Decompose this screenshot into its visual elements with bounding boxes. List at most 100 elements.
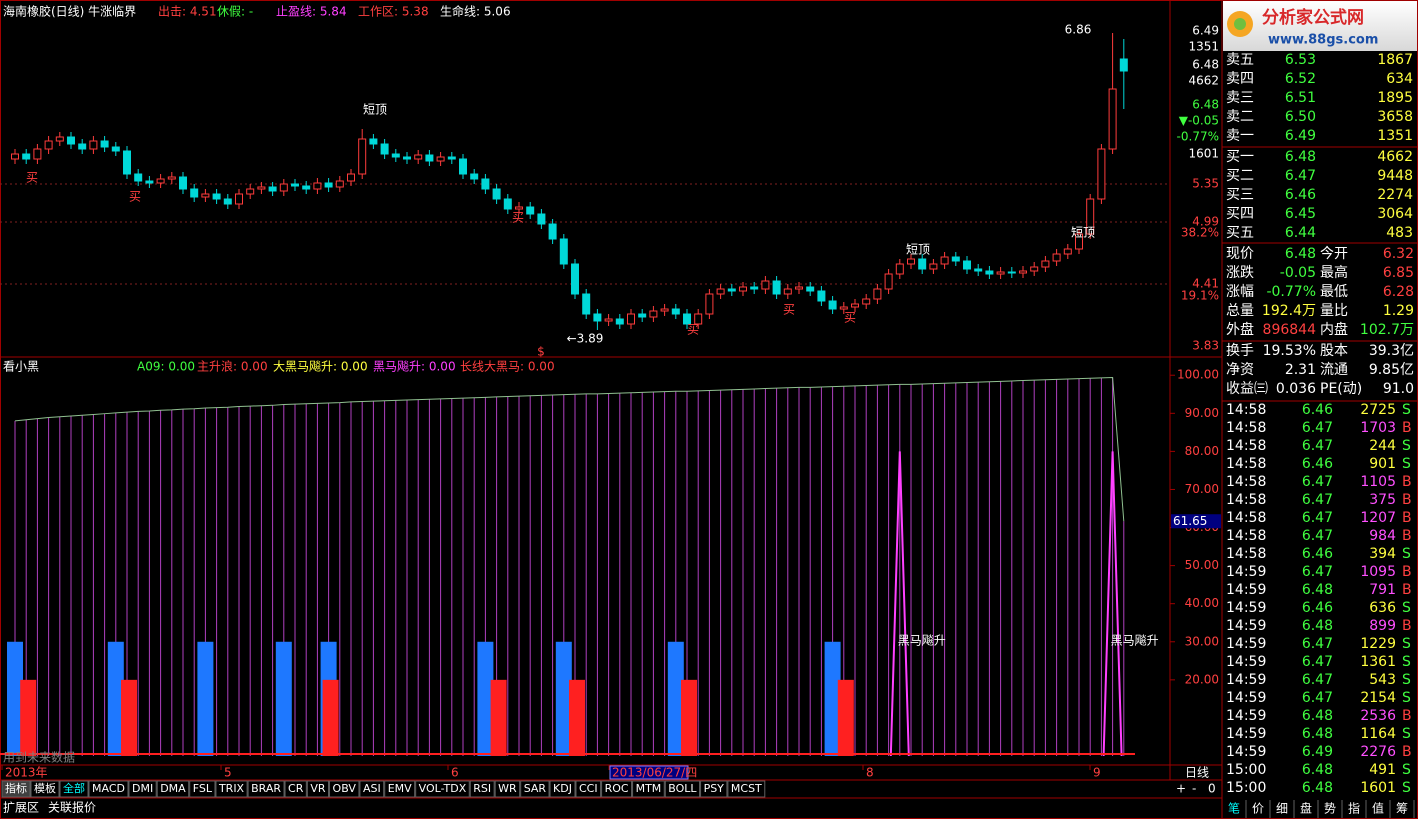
- bottom-tab[interactable]: 关联报价: [48, 800, 96, 815]
- tab-label[interactable]: MTM: [636, 782, 662, 795]
- tab-label[interactable]: FSL: [193, 782, 213, 795]
- tab-label[interactable]: VR: [310, 782, 326, 795]
- book-price: 6.50: [1285, 109, 1316, 125]
- tab-label[interactable]: MACD: [92, 782, 125, 795]
- tab-label[interactable]: VOL-TDX: [419, 782, 467, 795]
- tab[interactable]: MTM: [632, 780, 665, 798]
- tab-label[interactable]: 全部: [63, 781, 85, 795]
- signal-bar: [197, 641, 214, 756]
- tab-label[interactable]: 模板: [34, 781, 56, 795]
- candle-body: [369, 138, 378, 145]
- tab[interactable]: KDJ: [549, 780, 576, 798]
- tab-label[interactable]: BOLL: [668, 782, 697, 795]
- tab-label[interactable]: SAR: [524, 782, 547, 795]
- candle-body: [425, 154, 434, 162]
- book-label: 买三: [1226, 187, 1254, 203]
- tab[interactable]: BOLL: [664, 780, 701, 798]
- candle-body: [929, 263, 938, 270]
- tick-price: 6.47: [1302, 474, 1333, 490]
- axis-label: 3.83: [1192, 339, 1219, 353]
- tab[interactable]: DMI: [128, 780, 157, 798]
- tab-box: [128, 780, 157, 798]
- tab-control[interactable]: +: [1176, 782, 1186, 796]
- tab[interactable]: VR: [306, 780, 330, 798]
- book-price: 6.51: [1285, 90, 1316, 106]
- tab-label[interactable]: DMA: [160, 782, 186, 795]
- side-tab[interactable]: 价: [1252, 802, 1264, 816]
- tab-label[interactable]: BRAR: [251, 782, 281, 795]
- tab-label[interactable]: ASI: [363, 782, 381, 795]
- tab[interactable]: 指标: [1, 780, 31, 798]
- side-tab[interactable]: 盘: [1300, 801, 1312, 816]
- tab-label[interactable]: DMI: [132, 782, 153, 795]
- candle-body: [1108, 88, 1117, 150]
- tab[interactable]: VOL-TDX: [415, 780, 470, 798]
- tab[interactable]: MCST: [727, 780, 766, 798]
- tick-price: 6.48: [1302, 708, 1333, 724]
- book-label: 买一: [1226, 149, 1254, 165]
- tab-label[interactable]: OBV: [333, 782, 357, 795]
- side-tab[interactable]: 指: [1348, 801, 1360, 816]
- side-tab[interactable]: 筹: [1396, 802, 1408, 816]
- tab[interactable]: MACD: [88, 780, 129, 798]
- tab-label[interactable]: CR: [288, 782, 304, 795]
- tick-side: S: [1402, 546, 1411, 562]
- tab[interactable]: BRAR: [247, 780, 285, 798]
- tick-time: 14:58: [1226, 420, 1266, 436]
- tick-time: 14:59: [1226, 636, 1266, 652]
- tab-label[interactable]: WR: [498, 782, 517, 795]
- y-tick-label: 20.00: [1185, 672, 1219, 686]
- tab-label[interactable]: CCI: [579, 782, 598, 795]
- tick-time: 14:59: [1226, 708, 1266, 724]
- tab-box: [156, 780, 190, 798]
- tab-label[interactable]: ROC: [605, 782, 629, 795]
- tab-label[interactable]: RSI: [473, 782, 491, 795]
- tab-label[interactable]: EMV: [388, 782, 412, 795]
- tab[interactable]: ROC: [601, 780, 633, 798]
- tab-control[interactable]: -: [1192, 782, 1196, 796]
- tab[interactable]: FSL: [189, 780, 216, 798]
- tab-label[interactable]: TRIX: [218, 782, 245, 795]
- tab-label[interactable]: KDJ: [553, 782, 572, 795]
- tick-volume: 1703: [1360, 420, 1396, 436]
- tab[interactable]: ASI: [359, 780, 385, 798]
- tab-box: [88, 780, 129, 798]
- tab-box: [329, 780, 360, 798]
- signal-bar: [490, 679, 507, 756]
- tab[interactable]: CR: [284, 780, 307, 798]
- tab-label[interactable]: MCST: [731, 782, 762, 795]
- tab[interactable]: CCI: [575, 780, 602, 798]
- stat-value: 192.4万: [1262, 303, 1316, 319]
- book-volume: 2274: [1377, 187, 1413, 203]
- indicator-line: [14, 376, 1125, 522]
- side-tab[interactable]: 势: [1324, 802, 1336, 816]
- side-tab[interactable]: 细: [1276, 802, 1288, 816]
- candle-body: [783, 288, 792, 295]
- bottom-tab[interactable]: 扩展区: [3, 801, 39, 815]
- tab[interactable]: TRIX: [215, 780, 248, 798]
- tick-price: 6.47: [1302, 672, 1333, 688]
- candle-body: [627, 313, 635, 325]
- axis-label: 4662: [1188, 74, 1219, 88]
- tab-control[interactable]: 0: [1208, 782, 1216, 796]
- tab[interactable]: OBV: [329, 780, 360, 798]
- axis-label: 4.99: [1192, 215, 1219, 229]
- tab[interactable]: 模板: [30, 780, 60, 798]
- book-volume: 4662: [1377, 149, 1413, 165]
- tab[interactable]: WR: [494, 780, 521, 798]
- side-tab[interactable]: 笔: [1228, 801, 1240, 816]
- tick-volume: 394: [1369, 546, 1396, 562]
- indicator-title: 看小黑: [3, 360, 39, 374]
- side-tab[interactable]: 值: [1372, 801, 1384, 816]
- tick-price: 6.46: [1302, 456, 1333, 472]
- tab[interactable]: PSY: [700, 780, 728, 798]
- tab[interactable]: EMV: [384, 780, 416, 798]
- tab[interactable]: 全部: [59, 780, 89, 798]
- tab[interactable]: SAR: [520, 780, 550, 798]
- tab[interactable]: DMA: [156, 780, 190, 798]
- tick-volume: 1095: [1360, 564, 1396, 580]
- tab-label[interactable]: 指标: [5, 781, 27, 795]
- tab-label[interactable]: PSY: [704, 782, 725, 795]
- tab[interactable]: RSI: [469, 780, 495, 798]
- candle-body: [11, 153, 19, 160]
